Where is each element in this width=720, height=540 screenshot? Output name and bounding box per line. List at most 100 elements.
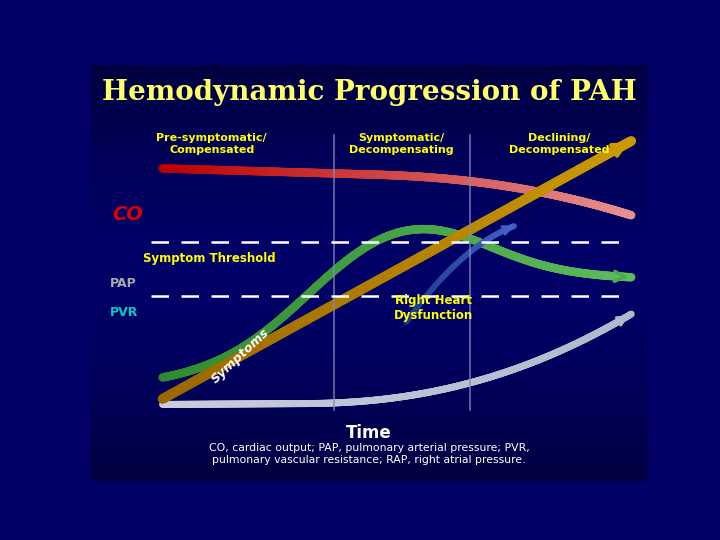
Bar <box>90 449 648 451</box>
Bar <box>90 204 648 206</box>
Bar <box>90 289 648 292</box>
Bar <box>90 229 648 231</box>
Bar <box>90 346 648 348</box>
Bar <box>90 202 648 204</box>
Bar <box>90 331 648 333</box>
Bar <box>90 381 648 383</box>
Bar <box>90 177 648 179</box>
Bar <box>90 408 648 410</box>
Bar <box>90 431 648 433</box>
Bar <box>90 310 648 312</box>
Bar <box>90 173 648 175</box>
Bar <box>90 252 648 254</box>
Bar <box>90 163 648 165</box>
Bar <box>90 402 648 404</box>
Bar <box>90 239 648 241</box>
Bar <box>90 460 648 462</box>
Bar <box>90 133 648 136</box>
Bar <box>90 194 648 196</box>
Bar <box>90 175 648 177</box>
Bar <box>90 279 648 281</box>
Bar <box>90 377 648 379</box>
Bar <box>90 219 648 221</box>
Bar <box>90 356 648 358</box>
Bar <box>90 158 648 160</box>
Bar <box>90 366 648 368</box>
Bar <box>90 387 648 389</box>
Bar <box>90 225 648 227</box>
Bar <box>90 470 648 472</box>
Bar <box>90 140 648 141</box>
Bar <box>90 87 648 90</box>
Bar <box>90 141 648 144</box>
Bar <box>90 383 648 385</box>
Bar <box>90 462 648 464</box>
Bar <box>90 208 648 210</box>
Bar <box>90 265 648 266</box>
Bar <box>90 414 648 416</box>
Bar <box>90 325 648 327</box>
Bar <box>90 358 648 360</box>
Bar <box>90 227 648 229</box>
Bar <box>90 266 648 268</box>
Bar <box>90 246 648 248</box>
Bar <box>90 125 648 127</box>
Bar <box>90 302 648 304</box>
Bar <box>90 406 648 408</box>
Bar <box>90 360 648 362</box>
Bar <box>90 295 648 298</box>
Bar <box>90 335 648 337</box>
Bar <box>90 212 648 214</box>
Bar <box>90 375 648 377</box>
Bar <box>90 71 648 73</box>
Bar <box>90 233 648 235</box>
Bar <box>90 379 648 381</box>
Bar <box>90 241 648 244</box>
Bar <box>90 256 648 258</box>
Bar <box>90 352 648 354</box>
Bar <box>90 404 648 406</box>
Text: PAP: PAP <box>109 277 136 291</box>
Bar <box>90 285 648 287</box>
Bar <box>90 165 648 167</box>
Bar <box>90 98 648 100</box>
Bar <box>90 192 648 194</box>
Bar <box>90 250 648 252</box>
Text: Symptomatic/
Decompensating: Symptomatic/ Decompensating <box>349 133 454 155</box>
Bar <box>90 127 648 129</box>
Bar <box>90 314 648 316</box>
Bar <box>90 397 648 400</box>
Bar <box>90 168 648 171</box>
Bar <box>90 306 648 308</box>
Text: Symptoms: Symptoms <box>209 326 272 386</box>
Bar <box>90 106 648 109</box>
Bar <box>90 275 648 277</box>
Bar <box>90 73 648 75</box>
Bar <box>90 370 648 373</box>
Bar <box>90 287 648 289</box>
Bar <box>90 179 648 181</box>
Bar <box>90 454 648 456</box>
Bar <box>90 65 648 67</box>
Bar <box>90 400 648 402</box>
Bar <box>90 474 648 476</box>
Bar <box>90 304 648 306</box>
Bar <box>90 75 648 77</box>
Bar <box>90 190 648 192</box>
Bar <box>90 206 648 208</box>
Bar <box>90 319 648 321</box>
Bar <box>90 439 648 441</box>
Bar <box>90 456 648 458</box>
Bar <box>90 435 648 437</box>
Bar <box>90 322 648 325</box>
Bar <box>90 271 648 273</box>
Text: PVR: PVR <box>109 306 138 319</box>
Bar <box>90 136 648 138</box>
Bar <box>90 316 648 319</box>
Bar <box>90 343 648 346</box>
Bar <box>90 427 648 429</box>
Bar <box>90 77 648 79</box>
Bar <box>90 321 648 322</box>
Bar <box>90 79 648 82</box>
Bar <box>90 150 648 152</box>
